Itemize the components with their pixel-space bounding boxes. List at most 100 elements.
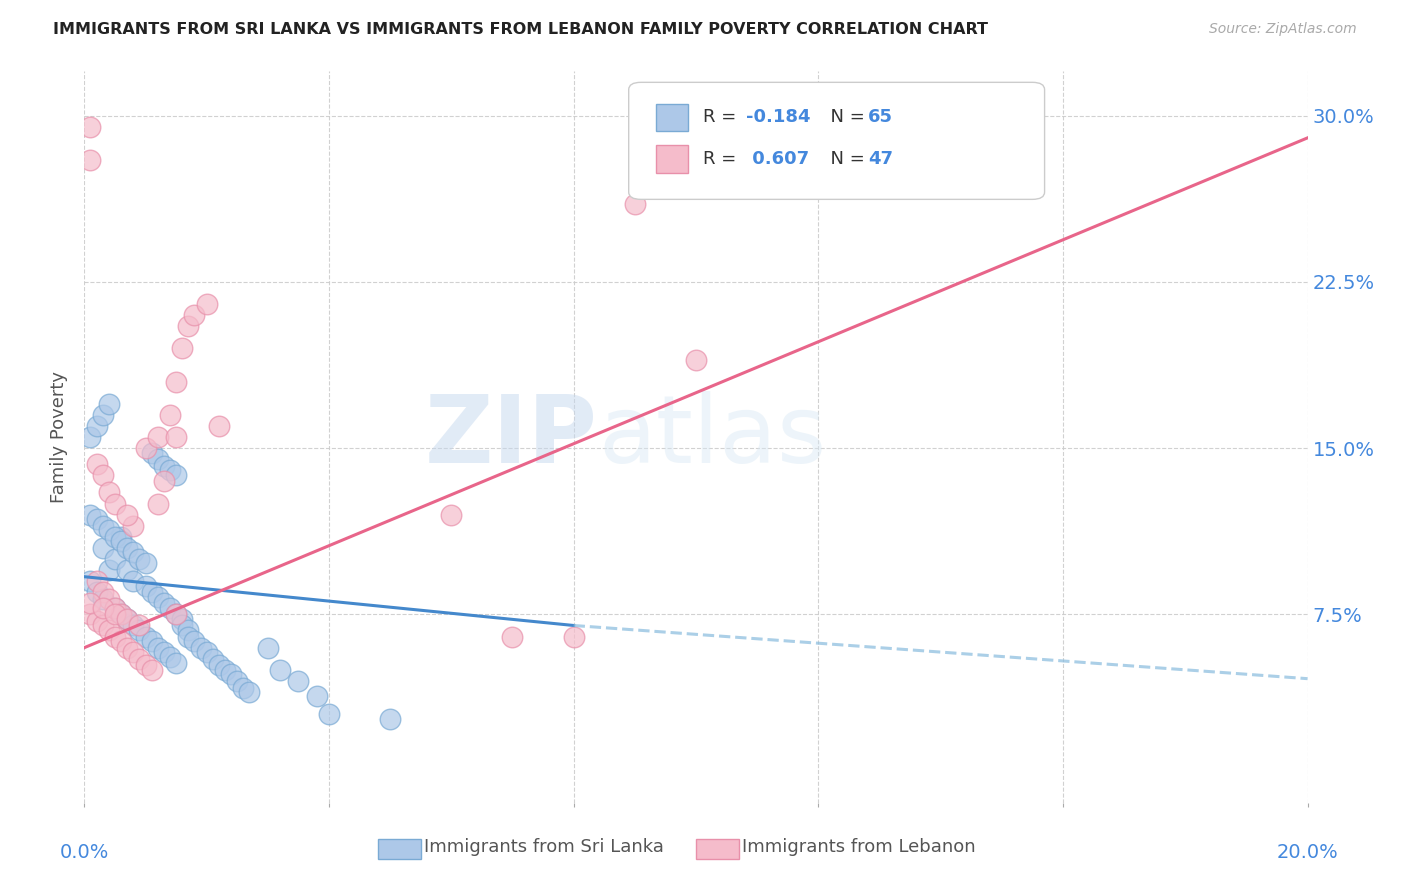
Point bbox=[226, 673, 249, 688]
Point bbox=[91, 541, 114, 555]
Point bbox=[110, 607, 132, 622]
Point bbox=[141, 663, 163, 677]
Point bbox=[183, 634, 205, 648]
Point bbox=[172, 342, 194, 356]
Point bbox=[159, 408, 181, 422]
Point bbox=[122, 518, 145, 533]
Text: R =: R = bbox=[703, 150, 742, 168]
Text: atlas: atlas bbox=[598, 391, 827, 483]
Point bbox=[115, 612, 138, 626]
Point bbox=[440, 508, 463, 522]
Point bbox=[165, 656, 187, 670]
Point bbox=[86, 614, 108, 628]
Point bbox=[115, 563, 138, 577]
Point bbox=[318, 707, 340, 722]
Point bbox=[79, 574, 101, 589]
Point bbox=[79, 153, 101, 167]
Point bbox=[153, 596, 176, 610]
Point bbox=[257, 640, 280, 655]
FancyBboxPatch shape bbox=[628, 82, 1045, 200]
Text: Source: ZipAtlas.com: Source: ZipAtlas.com bbox=[1209, 22, 1357, 37]
Point bbox=[97, 623, 120, 637]
Point bbox=[97, 523, 120, 537]
Point bbox=[201, 651, 224, 665]
Point bbox=[165, 607, 187, 622]
Point bbox=[165, 375, 187, 389]
Point bbox=[110, 634, 132, 648]
Point bbox=[238, 685, 260, 699]
Point bbox=[128, 552, 150, 566]
Point bbox=[86, 512, 108, 526]
Text: N =: N = bbox=[820, 109, 870, 127]
Point bbox=[172, 612, 194, 626]
Text: 47: 47 bbox=[868, 150, 893, 168]
Point bbox=[79, 120, 101, 134]
Text: 0.607: 0.607 bbox=[745, 150, 808, 168]
Point bbox=[624, 197, 647, 211]
Point bbox=[141, 445, 163, 459]
Point bbox=[141, 634, 163, 648]
Point bbox=[232, 681, 254, 695]
Point bbox=[104, 600, 127, 615]
Point bbox=[146, 497, 169, 511]
FancyBboxPatch shape bbox=[378, 839, 420, 860]
Point bbox=[128, 623, 150, 637]
Point bbox=[177, 319, 200, 334]
Point bbox=[91, 467, 114, 482]
Point bbox=[195, 297, 218, 311]
Point bbox=[153, 645, 176, 659]
Point bbox=[91, 408, 114, 422]
Point bbox=[79, 607, 101, 622]
Point bbox=[79, 596, 101, 610]
Point bbox=[153, 475, 176, 489]
Text: Immigrants from Sri Lanka: Immigrants from Sri Lanka bbox=[425, 838, 664, 855]
Point bbox=[104, 552, 127, 566]
Point bbox=[115, 612, 138, 626]
Point bbox=[269, 663, 291, 677]
Point bbox=[135, 557, 157, 571]
Point bbox=[91, 585, 114, 599]
Point bbox=[146, 452, 169, 467]
Point bbox=[104, 497, 127, 511]
Point bbox=[122, 645, 145, 659]
FancyBboxPatch shape bbox=[655, 145, 688, 173]
Point bbox=[122, 618, 145, 632]
Text: 20.0%: 20.0% bbox=[1277, 843, 1339, 862]
Point bbox=[128, 651, 150, 665]
Point bbox=[208, 658, 231, 673]
Point bbox=[287, 673, 309, 688]
Point bbox=[135, 578, 157, 592]
Point bbox=[214, 663, 236, 677]
Point bbox=[91, 618, 114, 632]
Point bbox=[153, 458, 176, 473]
Y-axis label: Family Poverty: Family Poverty bbox=[51, 371, 69, 503]
Point bbox=[91, 600, 114, 615]
Point bbox=[190, 640, 212, 655]
Point bbox=[165, 467, 187, 482]
Point bbox=[165, 430, 187, 444]
Point bbox=[502, 630, 524, 644]
Point bbox=[135, 630, 157, 644]
Text: 65: 65 bbox=[868, 109, 893, 127]
Point bbox=[97, 591, 120, 606]
Point bbox=[183, 308, 205, 322]
Point bbox=[159, 649, 181, 664]
Point bbox=[104, 530, 127, 544]
Point bbox=[104, 607, 127, 622]
Point bbox=[146, 640, 169, 655]
Point bbox=[195, 645, 218, 659]
Text: Immigrants from Lebanon: Immigrants from Lebanon bbox=[742, 838, 976, 855]
Point bbox=[146, 590, 169, 604]
Point bbox=[305, 690, 328, 704]
Point bbox=[86, 457, 108, 471]
Point bbox=[685, 352, 707, 367]
Point bbox=[104, 600, 127, 615]
Point bbox=[115, 640, 138, 655]
Point bbox=[86, 574, 108, 589]
Point bbox=[159, 463, 181, 477]
Point bbox=[141, 585, 163, 599]
Point bbox=[110, 607, 132, 622]
Point bbox=[97, 397, 120, 411]
Point bbox=[86, 585, 108, 599]
Point bbox=[122, 545, 145, 559]
